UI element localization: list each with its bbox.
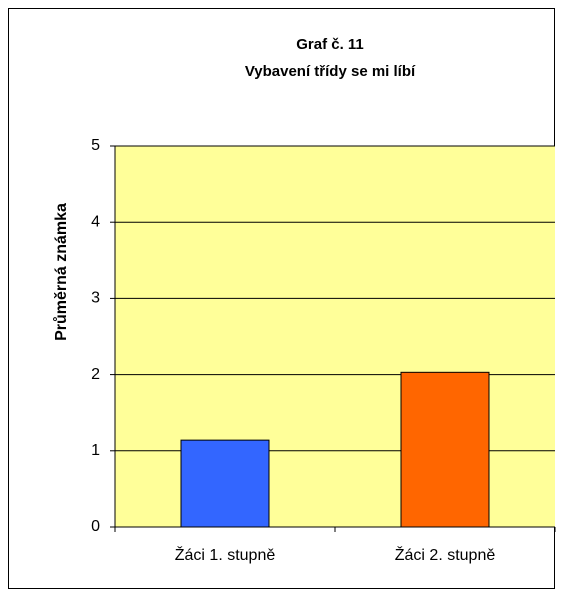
- y-tick-label: 5: [91, 137, 100, 154]
- y-tick-label: 4: [91, 213, 100, 230]
- x-tick-label: Žáci 1. stupně: [175, 545, 276, 564]
- chart-subtitle: Vybavení třídy se mi líbí: [245, 63, 416, 80]
- chart-title: Graf č. 11: [296, 36, 364, 53]
- x-tick-label: Žáci 2. stupně: [395, 545, 496, 564]
- y-tick-label: 1: [91, 442, 100, 459]
- y-axis-label: Průměrná známka: [53, 203, 70, 341]
- y-tick-label: 0: [91, 518, 100, 535]
- bar: [180, 439, 270, 528]
- bar: [400, 371, 490, 528]
- y-tick-label: 2: [91, 366, 100, 383]
- y-tick-label: 3: [91, 290, 100, 307]
